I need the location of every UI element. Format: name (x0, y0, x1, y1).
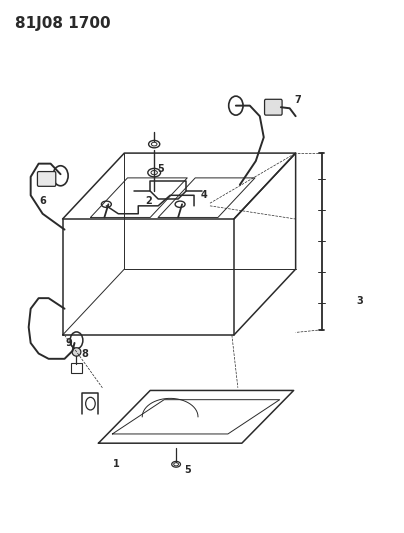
Ellipse shape (72, 348, 81, 356)
Text: 7: 7 (294, 95, 301, 106)
Text: 3: 3 (356, 296, 363, 306)
Text: 4: 4 (201, 190, 207, 200)
Text: 5: 5 (185, 465, 191, 474)
Text: 2: 2 (145, 196, 152, 206)
FancyBboxPatch shape (38, 172, 56, 187)
Text: 81J08 1700: 81J08 1700 (15, 16, 110, 31)
Text: 6: 6 (39, 196, 46, 206)
Text: 5: 5 (157, 164, 164, 174)
Text: 8: 8 (81, 349, 88, 359)
FancyBboxPatch shape (265, 99, 282, 115)
Text: 1: 1 (113, 459, 120, 469)
Text: 9: 9 (65, 338, 72, 348)
